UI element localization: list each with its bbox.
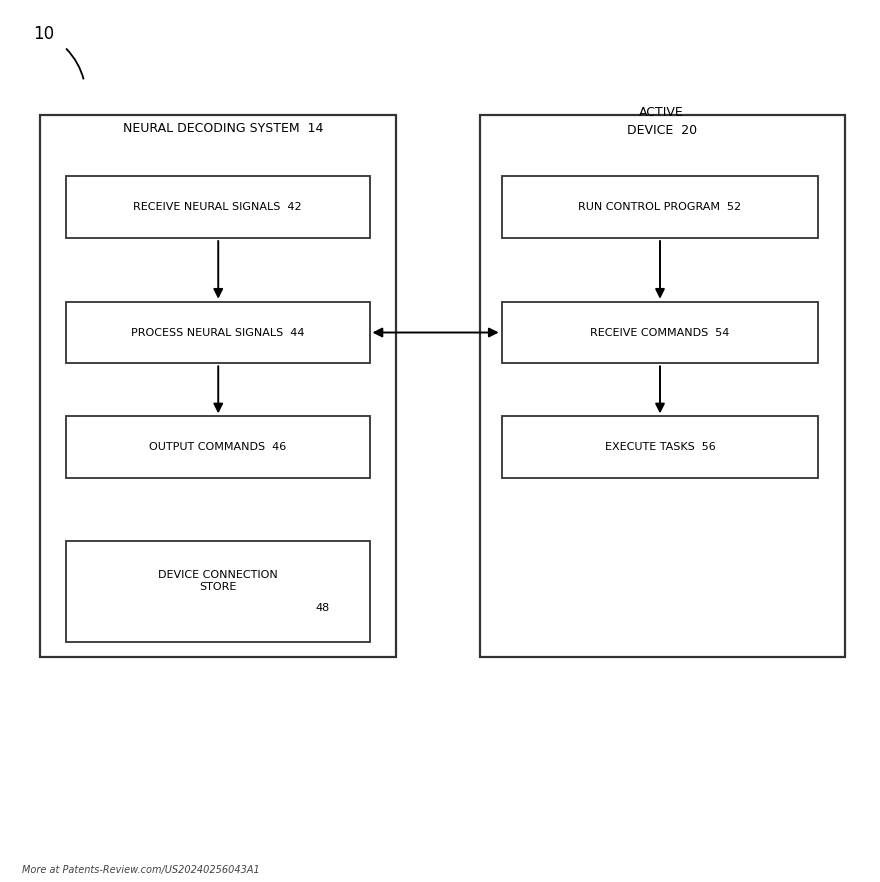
Bar [502, 416, 818, 478]
Bar [66, 176, 370, 238]
Bar [40, 115, 396, 657]
Bar [66, 302, 370, 363]
Text: EXECUTE TASKS  56: EXECUTE TASKS 56 [605, 442, 715, 452]
Bar [502, 302, 818, 363]
Text: PROCESS NEURAL SIGNALS  44: PROCESS NEURAL SIGNALS 44 [131, 327, 304, 338]
Text: 10: 10 [33, 25, 55, 42]
Text: RECEIVE NEURAL SIGNALS  42: RECEIVE NEURAL SIGNALS 42 [134, 202, 302, 213]
Bar [480, 115, 845, 657]
Bar [66, 416, 370, 478]
Bar [502, 176, 818, 238]
Text: More at Patents-Review.com/US20240256043A1: More at Patents-Review.com/US20240256043… [22, 865, 260, 875]
Text: RECEIVE COMMANDS  54: RECEIVE COMMANDS 54 [590, 327, 730, 338]
Text: OUTPUT COMMANDS  46: OUTPUT COMMANDS 46 [150, 442, 286, 452]
Text: ACTIVE
DEVICE  20: ACTIVE DEVICE 20 [627, 106, 697, 137]
Text: RUN CONTROL PROGRAM  52: RUN CONTROL PROGRAM 52 [578, 202, 742, 213]
Text: 48: 48 [316, 603, 330, 613]
Text: NEURAL DECODING SYSTEM  14: NEURAL DECODING SYSTEM 14 [123, 122, 324, 135]
Text: DEVICE CONNECTION
STORE: DEVICE CONNECTION STORE [158, 570, 278, 592]
Bar [66, 541, 370, 642]
